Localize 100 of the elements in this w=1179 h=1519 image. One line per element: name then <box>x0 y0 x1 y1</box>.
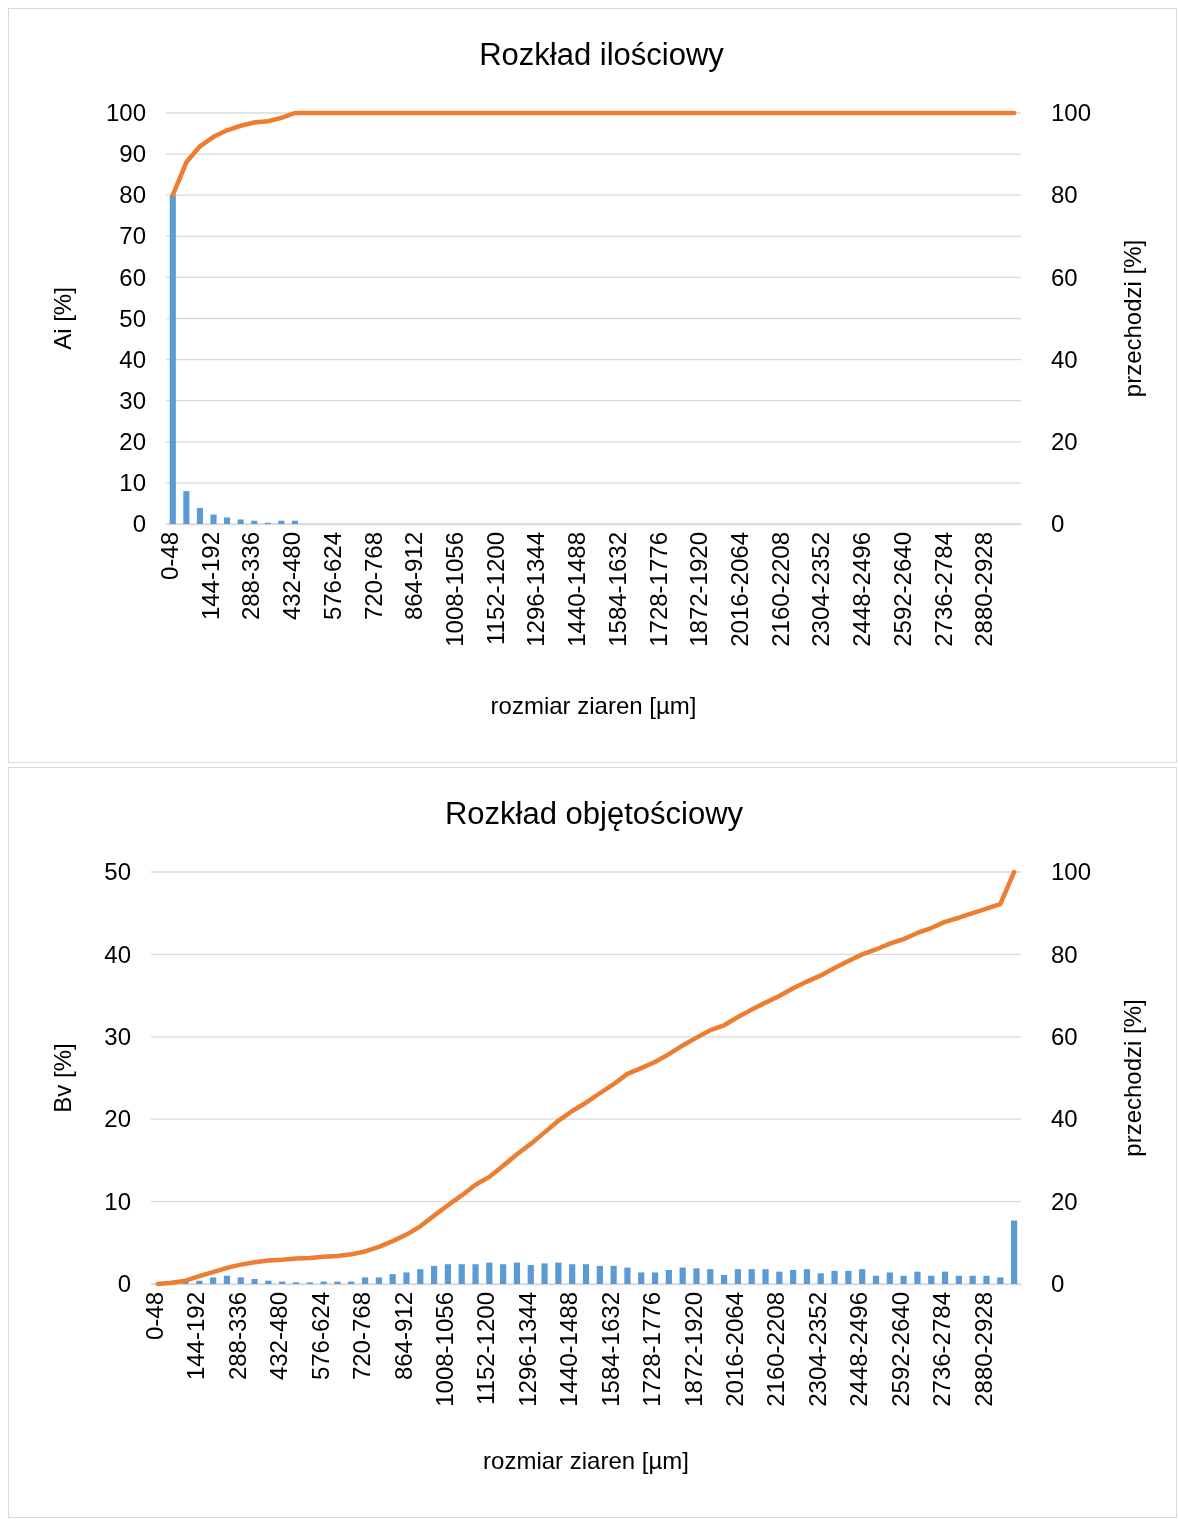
bar <box>900 1275 907 1284</box>
bar <box>596 1265 603 1284</box>
x-tick-label: 864-912 <box>389 1292 417 1381</box>
y-tick-label: 40 <box>119 345 146 373</box>
y2-tick-label: 60 <box>1051 263 1078 291</box>
bar <box>872 1275 880 1284</box>
x-tick-label: 1728-1776 <box>638 1292 666 1407</box>
bar <box>169 195 176 524</box>
x-tick-label: 1008-1056 <box>440 532 468 647</box>
x-tick-label: 2304-2352 <box>807 532 835 647</box>
x-tick-label: 2736-2784 <box>928 1292 956 1407</box>
bar <box>375 1277 382 1284</box>
bar <box>983 1275 990 1284</box>
x-tick-label: 288-336 <box>223 1292 251 1381</box>
x-tick-label: 1296-1344 <box>522 532 550 647</box>
x-tick-label: 1440-1488 <box>555 1292 583 1407</box>
bar <box>679 1267 686 1284</box>
bar <box>734 1269 742 1284</box>
y-tick-label: 30 <box>104 1022 131 1050</box>
y-tick-label: 20 <box>119 427 146 455</box>
bar <box>928 1275 935 1284</box>
bar <box>803 1269 811 1284</box>
y2-axis-title: przechodzi [%] <box>1119 239 1146 398</box>
x-tick-label: 2304-2352 <box>803 1292 831 1407</box>
x-tick-label: 288-336 <box>237 532 265 621</box>
x-axis-title: rozmiar ziaren [µm] <box>483 1447 689 1474</box>
bar <box>458 1264 465 1284</box>
y-tick-label: 10 <box>119 469 146 497</box>
y-axis-title: Bv [%] <box>49 1043 76 1113</box>
x-tick-label: 1296-1344 <box>513 1292 541 1407</box>
y2-tick-label: 100 <box>1051 99 1092 127</box>
x-tick-label: 1728-1776 <box>644 532 672 647</box>
bar <box>845 1270 852 1284</box>
bar <box>790 1269 797 1284</box>
x-tick-label: 2016-2064 <box>721 1292 749 1407</box>
x-tick-label: 720-768 <box>359 532 387 621</box>
x-tick-label: 2592-2640 <box>886 1292 914 1407</box>
x-tick-label: 1440-1488 <box>563 532 591 647</box>
x-axis-title: rozmiar ziaren [µm] <box>490 692 697 719</box>
y2-tick-label: 100 <box>1051 858 1092 886</box>
x-tick-label: 0-48 <box>155 532 183 581</box>
y2-tick-label: 0 <box>1051 510 1065 538</box>
bar <box>693 1268 700 1284</box>
bar <box>555 1262 562 1284</box>
bar <box>624 1267 631 1284</box>
x-tick-label: 2160-2208 <box>766 532 794 647</box>
x-tick-label: 144-192 <box>182 1292 210 1381</box>
bar <box>831 1270 838 1284</box>
x-tick-label: 1872-1920 <box>685 532 713 647</box>
y-tick-label: 50 <box>104 858 131 886</box>
bar <box>817 1273 824 1284</box>
bar <box>651 1272 659 1284</box>
bar <box>941 1271 949 1284</box>
x-tick-label: 1584-1632 <box>603 532 631 647</box>
bar <box>237 519 244 524</box>
bar <box>638 1272 645 1284</box>
bar <box>665 1269 672 1284</box>
y2-tick-label: 80 <box>1051 181 1078 209</box>
y2-axis-title: przechodzi [%] <box>1119 999 1146 1157</box>
bar <box>486 1262 493 1284</box>
bar <box>210 514 217 524</box>
x-tick-label: 1008-1056 <box>431 1292 459 1407</box>
bar <box>183 491 190 524</box>
x-tick-label: 2592-2640 <box>888 532 916 647</box>
bar <box>610 1265 617 1284</box>
x-tick-label: 2448-2496 <box>845 1292 873 1407</box>
x-tick-label: 1584-1632 <box>596 1292 624 1407</box>
x-tick-label: 1152-1200 <box>472 1292 500 1405</box>
x-tick-label: 576-624 <box>318 532 346 621</box>
bar <box>500 1264 507 1284</box>
y-tick-label: 40 <box>104 940 131 968</box>
line-series <box>170 110 1017 198</box>
chart-title: Rozkład objętościowy <box>444 796 744 831</box>
bar <box>541 1263 548 1284</box>
bar <box>707 1269 714 1284</box>
bar <box>955 1275 962 1284</box>
x-tick-label: 2160-2208 <box>762 1292 790 1407</box>
bar <box>361 1277 369 1284</box>
bar <box>720 1274 728 1284</box>
bar <box>527 1265 534 1284</box>
bar <box>224 517 231 524</box>
bar <box>196 507 203 524</box>
x-tick-label: 144-192 <box>196 532 224 621</box>
bar <box>582 1264 590 1284</box>
x-tick-label: 2448-2496 <box>848 532 876 647</box>
bar <box>886 1272 893 1284</box>
y2-tick-label: 40 <box>1051 345 1078 373</box>
y-tick-label: 0 <box>117 1270 131 1298</box>
y-tick-label: 90 <box>119 140 146 168</box>
bar <box>444 1264 452 1284</box>
y2-tick-label: 20 <box>1051 427 1078 455</box>
x-tick-label: 1872-1920 <box>679 1292 707 1407</box>
y-tick-label: 50 <box>119 304 146 332</box>
x-tick-label: 1152-1200 <box>481 532 509 645</box>
bar <box>513 1262 521 1284</box>
y-tick-label: 70 <box>119 222 146 250</box>
y-tick-label: 80 <box>119 181 146 209</box>
bar <box>859 1269 866 1284</box>
bar <box>914 1271 921 1284</box>
y2-tick-label: 80 <box>1051 940 1078 968</box>
